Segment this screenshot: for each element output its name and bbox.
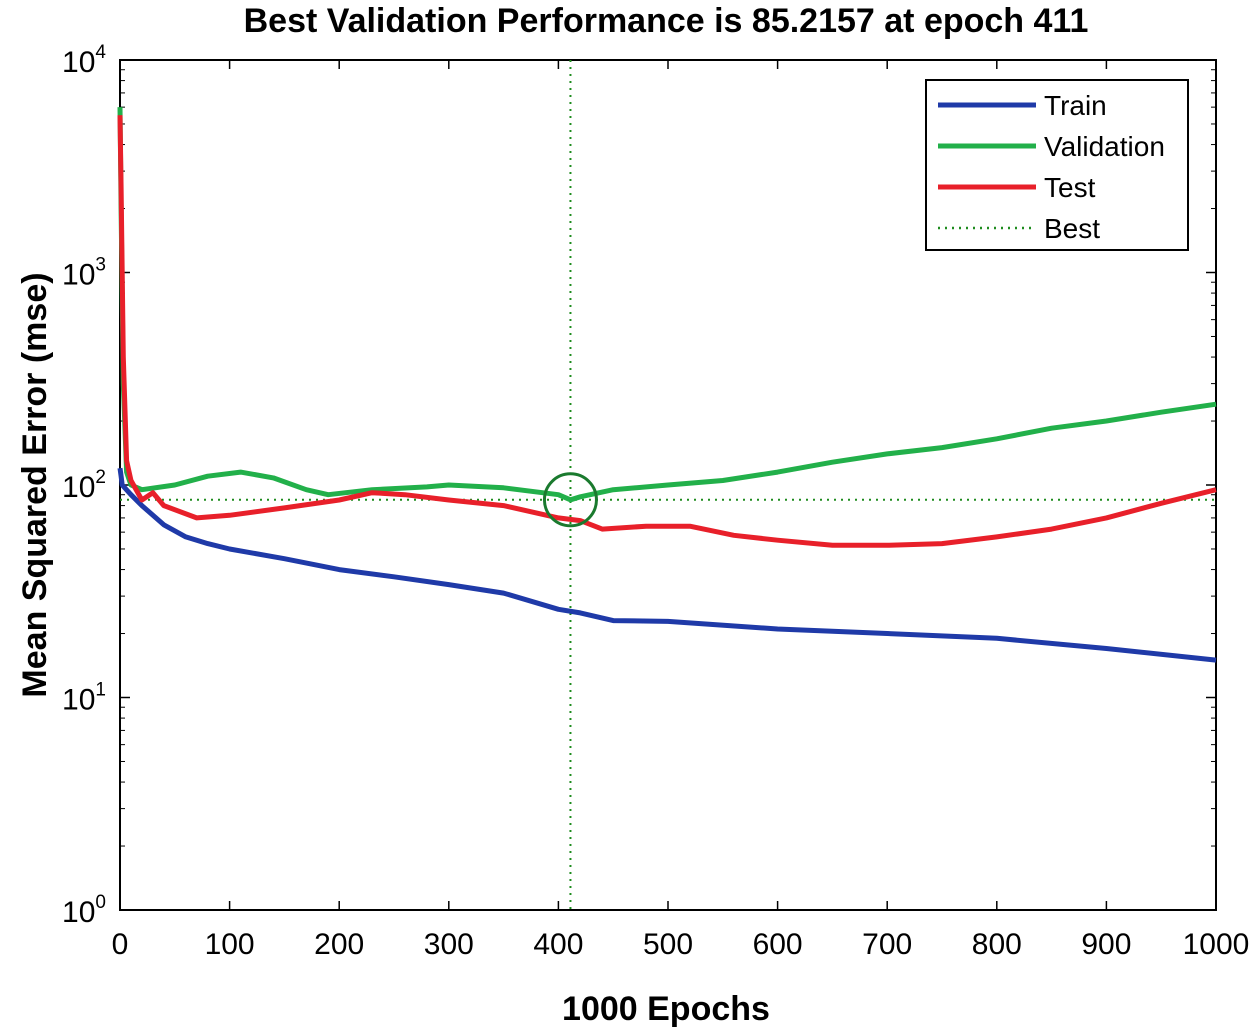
legend-label-train: Train (1044, 90, 1107, 121)
y-tick-label: 104 (62, 42, 106, 79)
x-tick-label: 1000 (1183, 928, 1250, 961)
series-lines (117, 107, 1217, 663)
best-markers (120, 60, 1216, 910)
y-tick-label: 100 (62, 892, 106, 929)
x-tick-label: 400 (533, 928, 583, 961)
legend-box (925, 79, 1189, 251)
x-tick-label: 900 (1081, 928, 1131, 961)
legend-label-test: Test (1044, 172, 1096, 203)
series-line-test (117, 115, 1217, 548)
x-tick-label: 0 (112, 928, 129, 961)
x-tick-label: 300 (424, 928, 474, 961)
x-axis-label: 1000 Epochs (562, 990, 770, 1028)
y-tick-label: 103 (62, 255, 106, 292)
best-point-marker (542, 472, 598, 528)
series-line-train (117, 467, 1217, 663)
x-tick-label: 600 (753, 928, 803, 961)
chart-title: Best Validation Performance is 85.2157 a… (244, 2, 1089, 40)
y-axis-label: Mean Squared Error (mse) (16, 272, 54, 697)
y-tick-label: 102 (62, 467, 106, 504)
x-tick-label: 100 (205, 928, 255, 961)
x-tick-label: 800 (972, 928, 1022, 961)
series-line-validation (117, 107, 1217, 503)
legend-label-validation: Validation (1044, 131, 1165, 162)
legend: Train Validation Test Best (925, 79, 1189, 251)
x-tick-label: 700 (862, 928, 912, 961)
y-tick-label: 101 (62, 680, 106, 717)
x-axis: 0 100 200 300 400 500 600 700 800 900 1000 (112, 60, 1250, 961)
legend-label-best: Best (1044, 213, 1100, 244)
x-tick-label: 200 (314, 928, 364, 961)
x-tick-label: 500 (643, 928, 693, 961)
